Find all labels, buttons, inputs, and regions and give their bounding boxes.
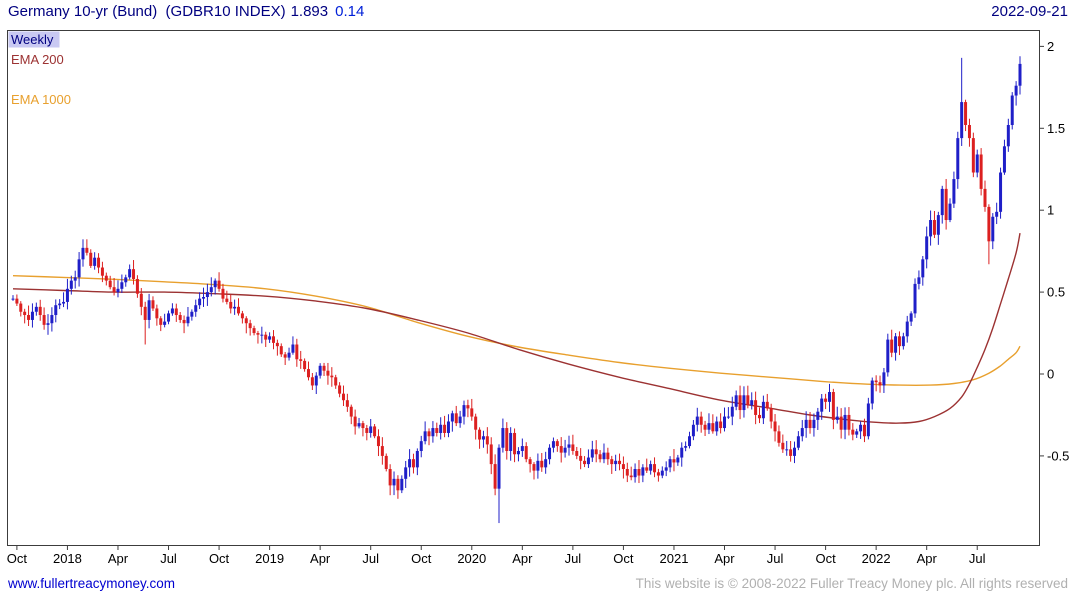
weekly-highlight xyxy=(8,31,60,48)
svg-text:Oct: Oct xyxy=(613,551,634,566)
svg-text:2021: 2021 xyxy=(660,551,689,566)
ema200-line xyxy=(12,232,1021,424)
svg-text:Apr: Apr xyxy=(310,551,331,566)
footer-link[interactable]: www.fullertreacymoney.com xyxy=(8,576,176,591)
svg-text:Jul: Jul xyxy=(969,551,986,566)
svg-text:Apr: Apr xyxy=(108,551,129,566)
legend-ema200-label: EMA 200 xyxy=(11,52,64,67)
chart-date: 2022-09-21 xyxy=(991,3,1068,20)
svg-text:2018: 2018 xyxy=(53,551,82,566)
svg-text:-0.5: -0.5 xyxy=(1047,448,1069,463)
svg-text:2022: 2022 xyxy=(862,551,891,566)
price-chart[interactable]: Oct 2018 Apr Jul Oct 2019 Apr Jul Oct 2020 Apr Jul O… xyxy=(0,0,1075,572)
legend-weekly-label[interactable]: Weekly xyxy=(11,32,54,47)
svg-text:Jul: Jul xyxy=(160,551,177,566)
svg-text:Oct: Oct xyxy=(815,551,836,566)
svg-text:2019: 2019 xyxy=(255,551,284,566)
svg-text:2: 2 xyxy=(1047,39,1054,54)
svg-text:Oct: Oct xyxy=(411,551,432,566)
svg-text:Jul: Jul xyxy=(767,551,784,566)
svg-text:Apr: Apr xyxy=(714,551,735,566)
chart-title: Germany 10-yr (Bund) (GDBR10 INDEX) xyxy=(8,3,286,20)
svg-text:Apr: Apr xyxy=(917,551,938,566)
page-footer: www.fullertreacymoney.com This website i… xyxy=(8,576,1068,591)
svg-text:0: 0 xyxy=(1047,367,1054,382)
legend-ema1000-label: EMA 1000 xyxy=(11,92,71,107)
chart-header: Germany 10-yr (Bund) (GDBR10 INDEX) 1.893… xyxy=(8,3,1068,27)
svg-text:Apr: Apr xyxy=(512,551,533,566)
y-axis-labels: 2 1.5 1 0.5 0 -0.5 xyxy=(1040,39,1069,463)
svg-text:1: 1 xyxy=(1047,203,1054,218)
candles-layer xyxy=(11,56,1022,524)
change-value: 0.14 xyxy=(335,3,365,20)
legend: Weekly EMA 200 EMA 1000 xyxy=(8,31,71,107)
svg-text:Oct: Oct xyxy=(7,551,28,566)
svg-text:2020: 2020 xyxy=(457,551,486,566)
svg-text:1.5: 1.5 xyxy=(1047,121,1065,136)
svg-text:Oct: Oct xyxy=(209,551,230,566)
ema1000-line xyxy=(12,275,1021,387)
svg-text:Jul: Jul xyxy=(565,551,582,566)
svg-text:0.5: 0.5 xyxy=(1047,285,1065,300)
footer-copyright: This website is © 2008-2022 Fuller Treac… xyxy=(635,576,1068,591)
last-price: 1.893 xyxy=(290,3,329,20)
plot-border xyxy=(7,30,1040,546)
svg-text:Jul: Jul xyxy=(362,551,379,566)
x-axis-labels: Oct 2018 Apr Jul Oct 2019 Apr Jul Oct 2020 Apr Jul O… xyxy=(7,546,986,566)
